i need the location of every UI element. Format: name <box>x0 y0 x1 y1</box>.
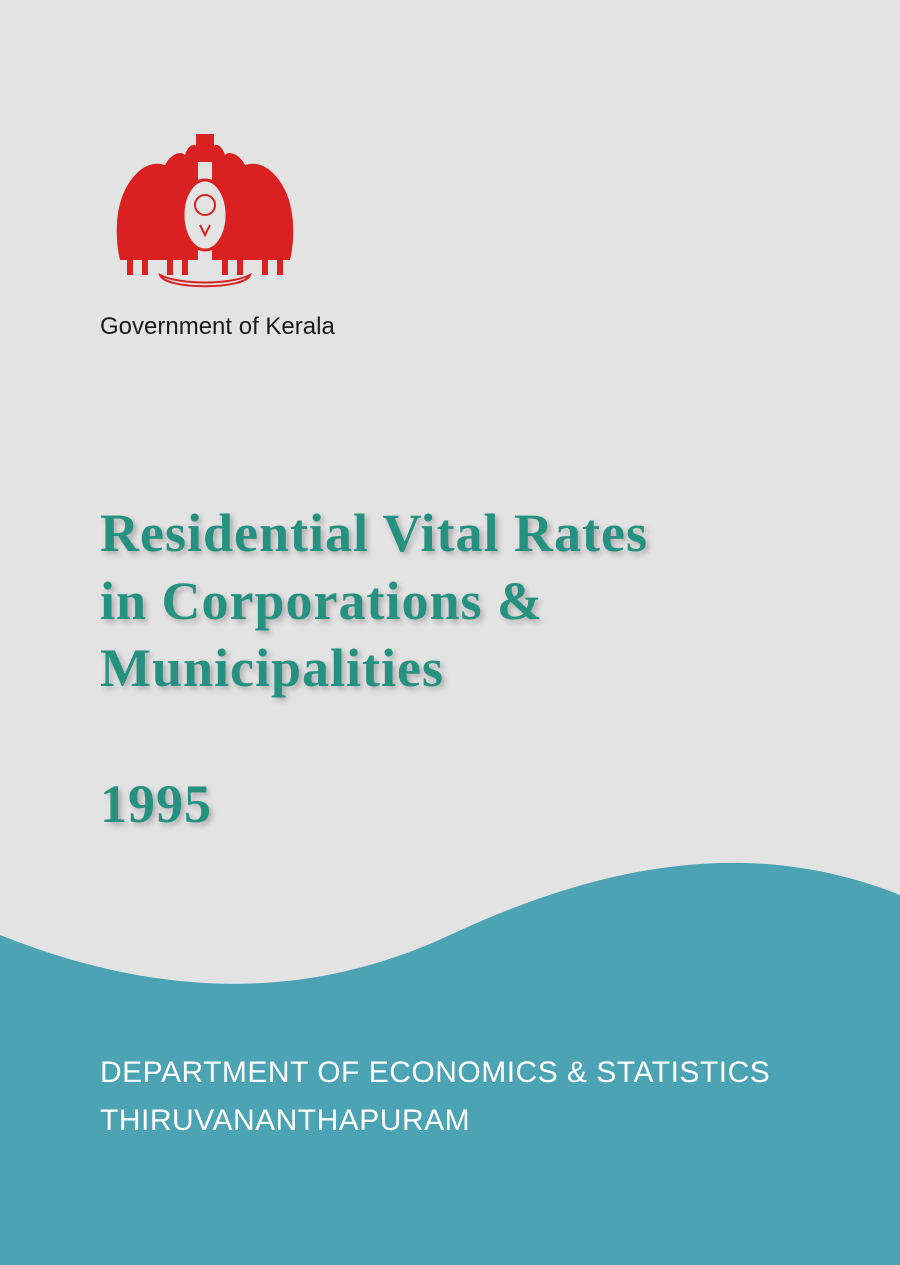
document-cover: Government of Kerala Residential Vital R… <box>0 0 900 1265</box>
department-name: DEPARTMENT OF ECONOMICS & STATISTICS <box>100 1049 770 1097</box>
government-label: Government of Kerala <box>100 313 335 341</box>
emblem-block: Government of Kerala <box>100 120 335 341</box>
department-location: THIRUVANANTHAPURAM <box>100 1097 770 1145</box>
wave-background <box>0 815 900 1265</box>
title-block: Residential Vital Rates in Corporations … <box>100 500 800 835</box>
document-title: Residential Vital Rates in Corporations … <box>100 500 800 703</box>
title-line-1: Residential Vital Rates <box>100 503 648 563</box>
title-line-2: in Corporations & <box>100 571 543 631</box>
department-block: DEPARTMENT OF ECONOMICS & STATISTICS THI… <box>100 1049 770 1145</box>
kerala-emblem-icon <box>100 120 310 300</box>
document-year: 1995 <box>100 773 800 835</box>
title-line-3: Municipalities <box>100 638 444 698</box>
